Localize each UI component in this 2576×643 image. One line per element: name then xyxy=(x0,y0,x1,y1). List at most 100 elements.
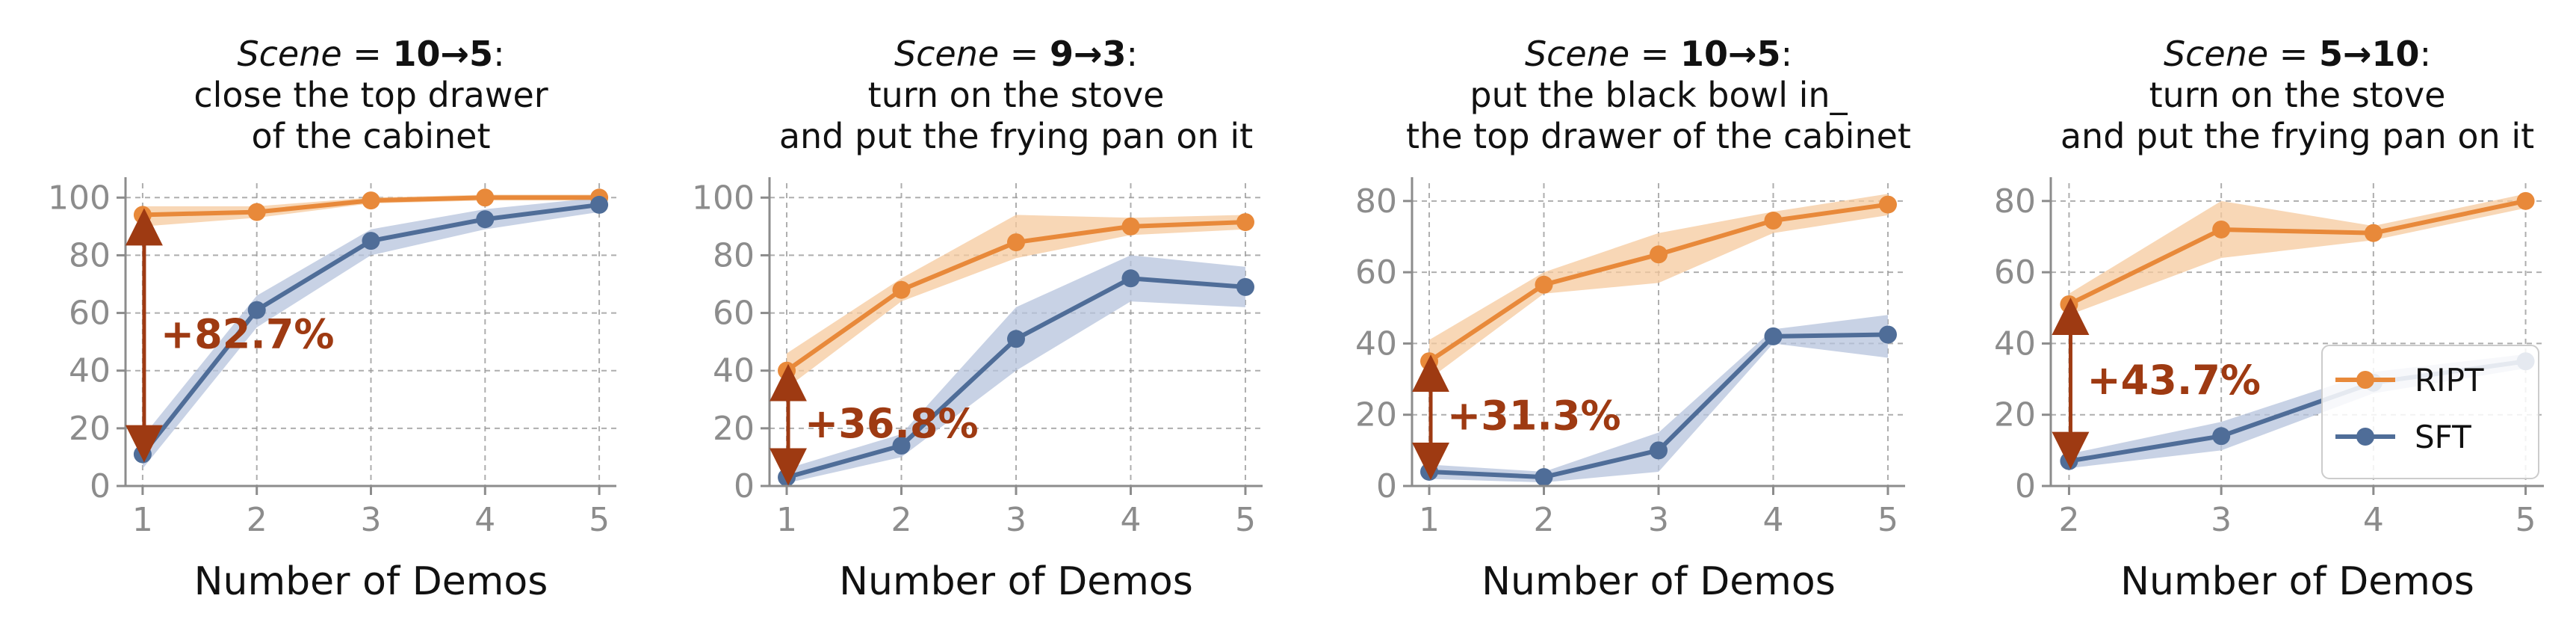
x-tick-label: 2 xyxy=(891,501,912,539)
data-point-sft xyxy=(778,468,796,487)
y-tick-label: 80 xyxy=(713,236,755,274)
x-tick-label: 3 xyxy=(2211,501,2232,539)
x-tick-label: 2 xyxy=(2058,501,2079,539)
data-point-sft xyxy=(892,437,911,455)
data-point-ript xyxy=(2364,224,2383,242)
data-point-sft xyxy=(247,301,266,319)
y-tick-label: 100 xyxy=(48,179,111,217)
data-point-ript xyxy=(1535,275,1553,294)
x-tick-label: 3 xyxy=(1648,501,1669,539)
chart-title-equals: = xyxy=(1629,34,1680,74)
x-tick-label: 3 xyxy=(361,501,382,539)
data-point-ript xyxy=(1236,213,1254,232)
y-tick-label: 80 xyxy=(1994,182,2036,221)
improvement-label: +31.3% xyxy=(1447,393,1621,440)
data-point-ript xyxy=(778,361,796,380)
data-point-ript xyxy=(133,206,152,224)
data-point-sft xyxy=(1764,327,1783,345)
y-tick-label: 20 xyxy=(69,410,111,448)
chart-title-transfer: 9→3 xyxy=(1050,34,1127,74)
chart-title: Scene = 5→10: xyxy=(2164,34,2431,74)
chart-title-scene: Scene xyxy=(237,34,341,74)
x-tick-label: 2 xyxy=(1534,501,1555,539)
x-tick-label: 5 xyxy=(1877,501,1898,539)
legend-label-ript: RIPT xyxy=(2415,362,2484,399)
y-tick-label: 40 xyxy=(1994,324,2036,363)
y-tick-label: 40 xyxy=(1355,324,1397,363)
y-tick-label: 0 xyxy=(2015,467,2036,505)
confidence-band-sft xyxy=(142,197,600,469)
series-line-ript xyxy=(2068,198,2527,307)
chart-title-transfer: 10→5 xyxy=(1680,34,1781,74)
x-tick-label: 5 xyxy=(1235,501,1256,539)
chart-title-line: and put the frying pan on it xyxy=(779,116,1253,156)
x-tick-label: 3 xyxy=(1006,501,1027,539)
y-tick-label: 80 xyxy=(1355,182,1397,221)
chart-title: Scene = 10→5: xyxy=(1525,34,1792,74)
y-tick-label: 0 xyxy=(90,467,111,505)
data-point-sft xyxy=(1420,462,1439,481)
data-point-ript xyxy=(2516,191,2535,210)
x-tick-label: 1 xyxy=(132,501,153,539)
legend: RIPT SFT xyxy=(2321,345,2539,479)
x-axis-label: Number of Demos xyxy=(839,559,1193,604)
data-point-ript xyxy=(476,188,495,207)
data-point-sft xyxy=(2060,452,2078,470)
data-point-ript xyxy=(1764,212,1783,230)
chart-title-colon: : xyxy=(1781,34,1793,74)
data-point-sft xyxy=(133,445,152,464)
chart-title-equals: = xyxy=(999,34,1050,74)
data-point-ript xyxy=(362,191,380,210)
x-tick-label: 1 xyxy=(1419,501,1440,539)
confidence-band-ript xyxy=(2069,194,2526,316)
chart-title-line: put the black bowl in_ xyxy=(1470,75,1848,115)
data-point-ript xyxy=(2060,295,2078,313)
data-point-sft xyxy=(1007,330,1025,348)
x-tick-label: 4 xyxy=(1120,501,1141,539)
improvement-label: +43.7% xyxy=(2087,357,2261,404)
legend-marker-ript xyxy=(2356,371,2374,389)
x-axis-label: Number of Demos xyxy=(1481,559,1836,604)
data-point-ript xyxy=(1420,352,1439,371)
data-point-sft xyxy=(1878,325,1897,344)
y-tick-label: 0 xyxy=(1376,467,1397,505)
chart-title-line: close the top drawer xyxy=(193,75,548,115)
data-point-ript xyxy=(1650,245,1668,264)
chart-title-transfer: 5→10 xyxy=(2319,34,2420,74)
confidence-band-sft xyxy=(787,255,1245,484)
y-tick-label: 60 xyxy=(713,295,755,333)
data-point-sft xyxy=(362,232,380,250)
y-tick-label: 20 xyxy=(713,410,755,448)
data-point-ript xyxy=(247,203,266,221)
x-tick-label: 5 xyxy=(589,501,610,539)
data-point-sft xyxy=(476,210,495,229)
y-tick-label: 60 xyxy=(1994,253,2036,292)
chart-title: Scene = 9→3: xyxy=(894,34,1138,74)
chart-title-line: turn on the stove xyxy=(2149,75,2446,115)
chart-title-scene: Scene xyxy=(2164,34,2268,74)
chart-title-transfer: 10→5 xyxy=(392,34,493,74)
data-point-ript xyxy=(892,280,911,299)
data-point-ript xyxy=(1007,233,1025,252)
legend-marker-sft xyxy=(2356,428,2374,446)
y-tick-label: 40 xyxy=(69,352,111,390)
y-tick-label: 40 xyxy=(713,352,755,390)
x-tick-label: 4 xyxy=(474,501,495,539)
y-tick-label: 20 xyxy=(1355,396,1397,434)
chart-title-line: and put the frying pan on it xyxy=(2061,116,2534,156)
chart-title-scene: Scene xyxy=(1525,34,1629,74)
chart-title-colon: : xyxy=(493,34,505,74)
chart-panel-3: Scene = 10→5:put the black bowl in_the t… xyxy=(1355,34,1911,604)
chart-title: Scene = 10→5: xyxy=(237,34,504,74)
chart-title-colon: : xyxy=(2420,34,2432,74)
data-point-sft xyxy=(1650,441,1668,460)
y-tick-label: 60 xyxy=(69,295,111,333)
chart-title-colon: : xyxy=(1127,34,1139,74)
improvement-label: +36.8% xyxy=(805,400,979,447)
improvement-label: +82.7% xyxy=(161,311,335,358)
data-point-ript xyxy=(1121,217,1140,236)
y-tick-label: 100 xyxy=(692,179,755,217)
